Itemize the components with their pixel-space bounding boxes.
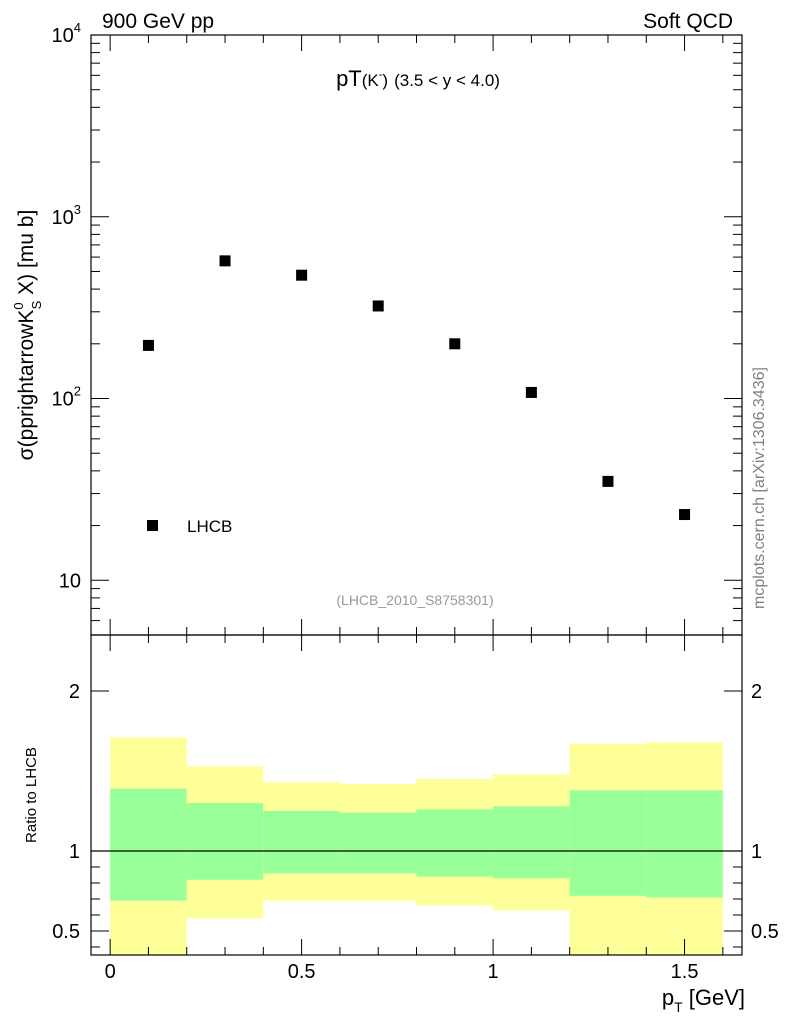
main-y-tick-label: 10 — [59, 570, 81, 592]
main-ticks — [91, 34, 742, 636]
legend-marker — [147, 520, 158, 531]
ratio-band-green — [110, 788, 187, 901]
data-point — [679, 509, 691, 521]
ratio-band-green — [416, 809, 494, 877]
main-y-tick-label: 102 — [52, 384, 81, 411]
ylabel-suffix: X) [mu b] — [15, 210, 38, 301]
data-series-lhcb — [142, 255, 691, 521]
tick-exponent: 3 — [74, 202, 81, 217]
ratio-y-tick-label-right: 1 — [751, 841, 762, 863]
ratio-band-green — [186, 803, 264, 880]
tick-base: 10 — [52, 25, 74, 47]
main-frame — [90, 34, 743, 636]
data-point — [219, 255, 231, 267]
title-main: pT — [336, 66, 362, 91]
main-title: pT(K-) (3.5 < y < 4.0) — [336, 66, 500, 91]
ratio-band-green — [339, 812, 417, 874]
xlabel-suffix: [GeV] — [683, 985, 745, 1010]
tick-exponent: 4 — [74, 20, 81, 35]
data-point — [296, 269, 308, 281]
analysis-annotation: (LHCB_2010_S8758301) — [336, 592, 493, 608]
title-particle: (K — [362, 71, 380, 90]
side-label: mcplots.cern.ch [arXiv:1306.3436] — [751, 367, 768, 609]
xlabel-base: p — [662, 985, 674, 1010]
tick-base: 10 — [52, 389, 74, 411]
ratio-y-tick-label-left: 2 — [69, 681, 80, 703]
ratio-bands — [110, 737, 723, 955]
ratio-y-tick-label-left: 0.5 — [52, 921, 80, 943]
ratio-y-axis-label: Ratio to LHCB — [23, 747, 40, 843]
ratio-band-green — [263, 811, 340, 874]
title-particle-sup: - — [379, 69, 383, 81]
header-left: 900 GeV pp — [102, 10, 214, 33]
ylabel-sub: S — [29, 300, 44, 309]
x-tick-label: 0 — [105, 961, 116, 983]
ratio-band-green — [569, 790, 647, 896]
main-y-tick-label: 103 — [52, 202, 81, 229]
tick-base: 10 — [59, 570, 81, 592]
data-point — [142, 339, 154, 351]
ratio-y-tick-label-left: 1 — [69, 841, 80, 863]
x-axis-label: pT [GeV] — [662, 985, 745, 1015]
ratio-band-green — [646, 790, 723, 898]
x-tick-label: 0.5 — [288, 961, 316, 983]
tick-base: 10 — [52, 207, 74, 229]
main-y-tick-label: 104 — [52, 20, 81, 47]
data-point — [372, 300, 384, 312]
title-particle-close: ) — [382, 71, 388, 90]
ylabel-sup: 0 — [11, 302, 26, 309]
ratio-ticks — [91, 635, 742, 955]
xlabel-sub: T — [674, 999, 683, 1015]
main-y-axis-label: σ(pprightarrowK0 S X) [mu b] — [11, 210, 44, 461]
ylabel-prefix: σ(pprightarrowK — [15, 310, 38, 461]
ratio-y-tick-label-right: 2 — [751, 681, 762, 703]
ratio-panel: 0.5 0.5 1 1 2 2 0 0.5 1 1.5 Ratio to LHCB pT [Ge… — [23, 634, 779, 1015]
data-point — [525, 386, 537, 398]
ratio-y-tick-label-right: 0.5 — [751, 921, 779, 943]
ratio-y-tick-labels: 0.5 0.5 1 1 2 2 — [52, 681, 779, 943]
x-tick-label: 1 — [488, 961, 499, 983]
x-tick-label: 1.5 — [671, 961, 699, 983]
header-right: Soft QCD — [643, 10, 733, 33]
x-tick-labels: 0 0.5 1 1.5 — [105, 961, 699, 983]
ratio-band-green — [493, 806, 570, 879]
title-range: (3.5 < y < 4.0) — [394, 71, 500, 90]
legend-label: LHCB — [187, 517, 232, 536]
data-point — [602, 475, 614, 487]
tick-exponent: 2 — [74, 384, 81, 399]
data-point — [449, 338, 461, 350]
